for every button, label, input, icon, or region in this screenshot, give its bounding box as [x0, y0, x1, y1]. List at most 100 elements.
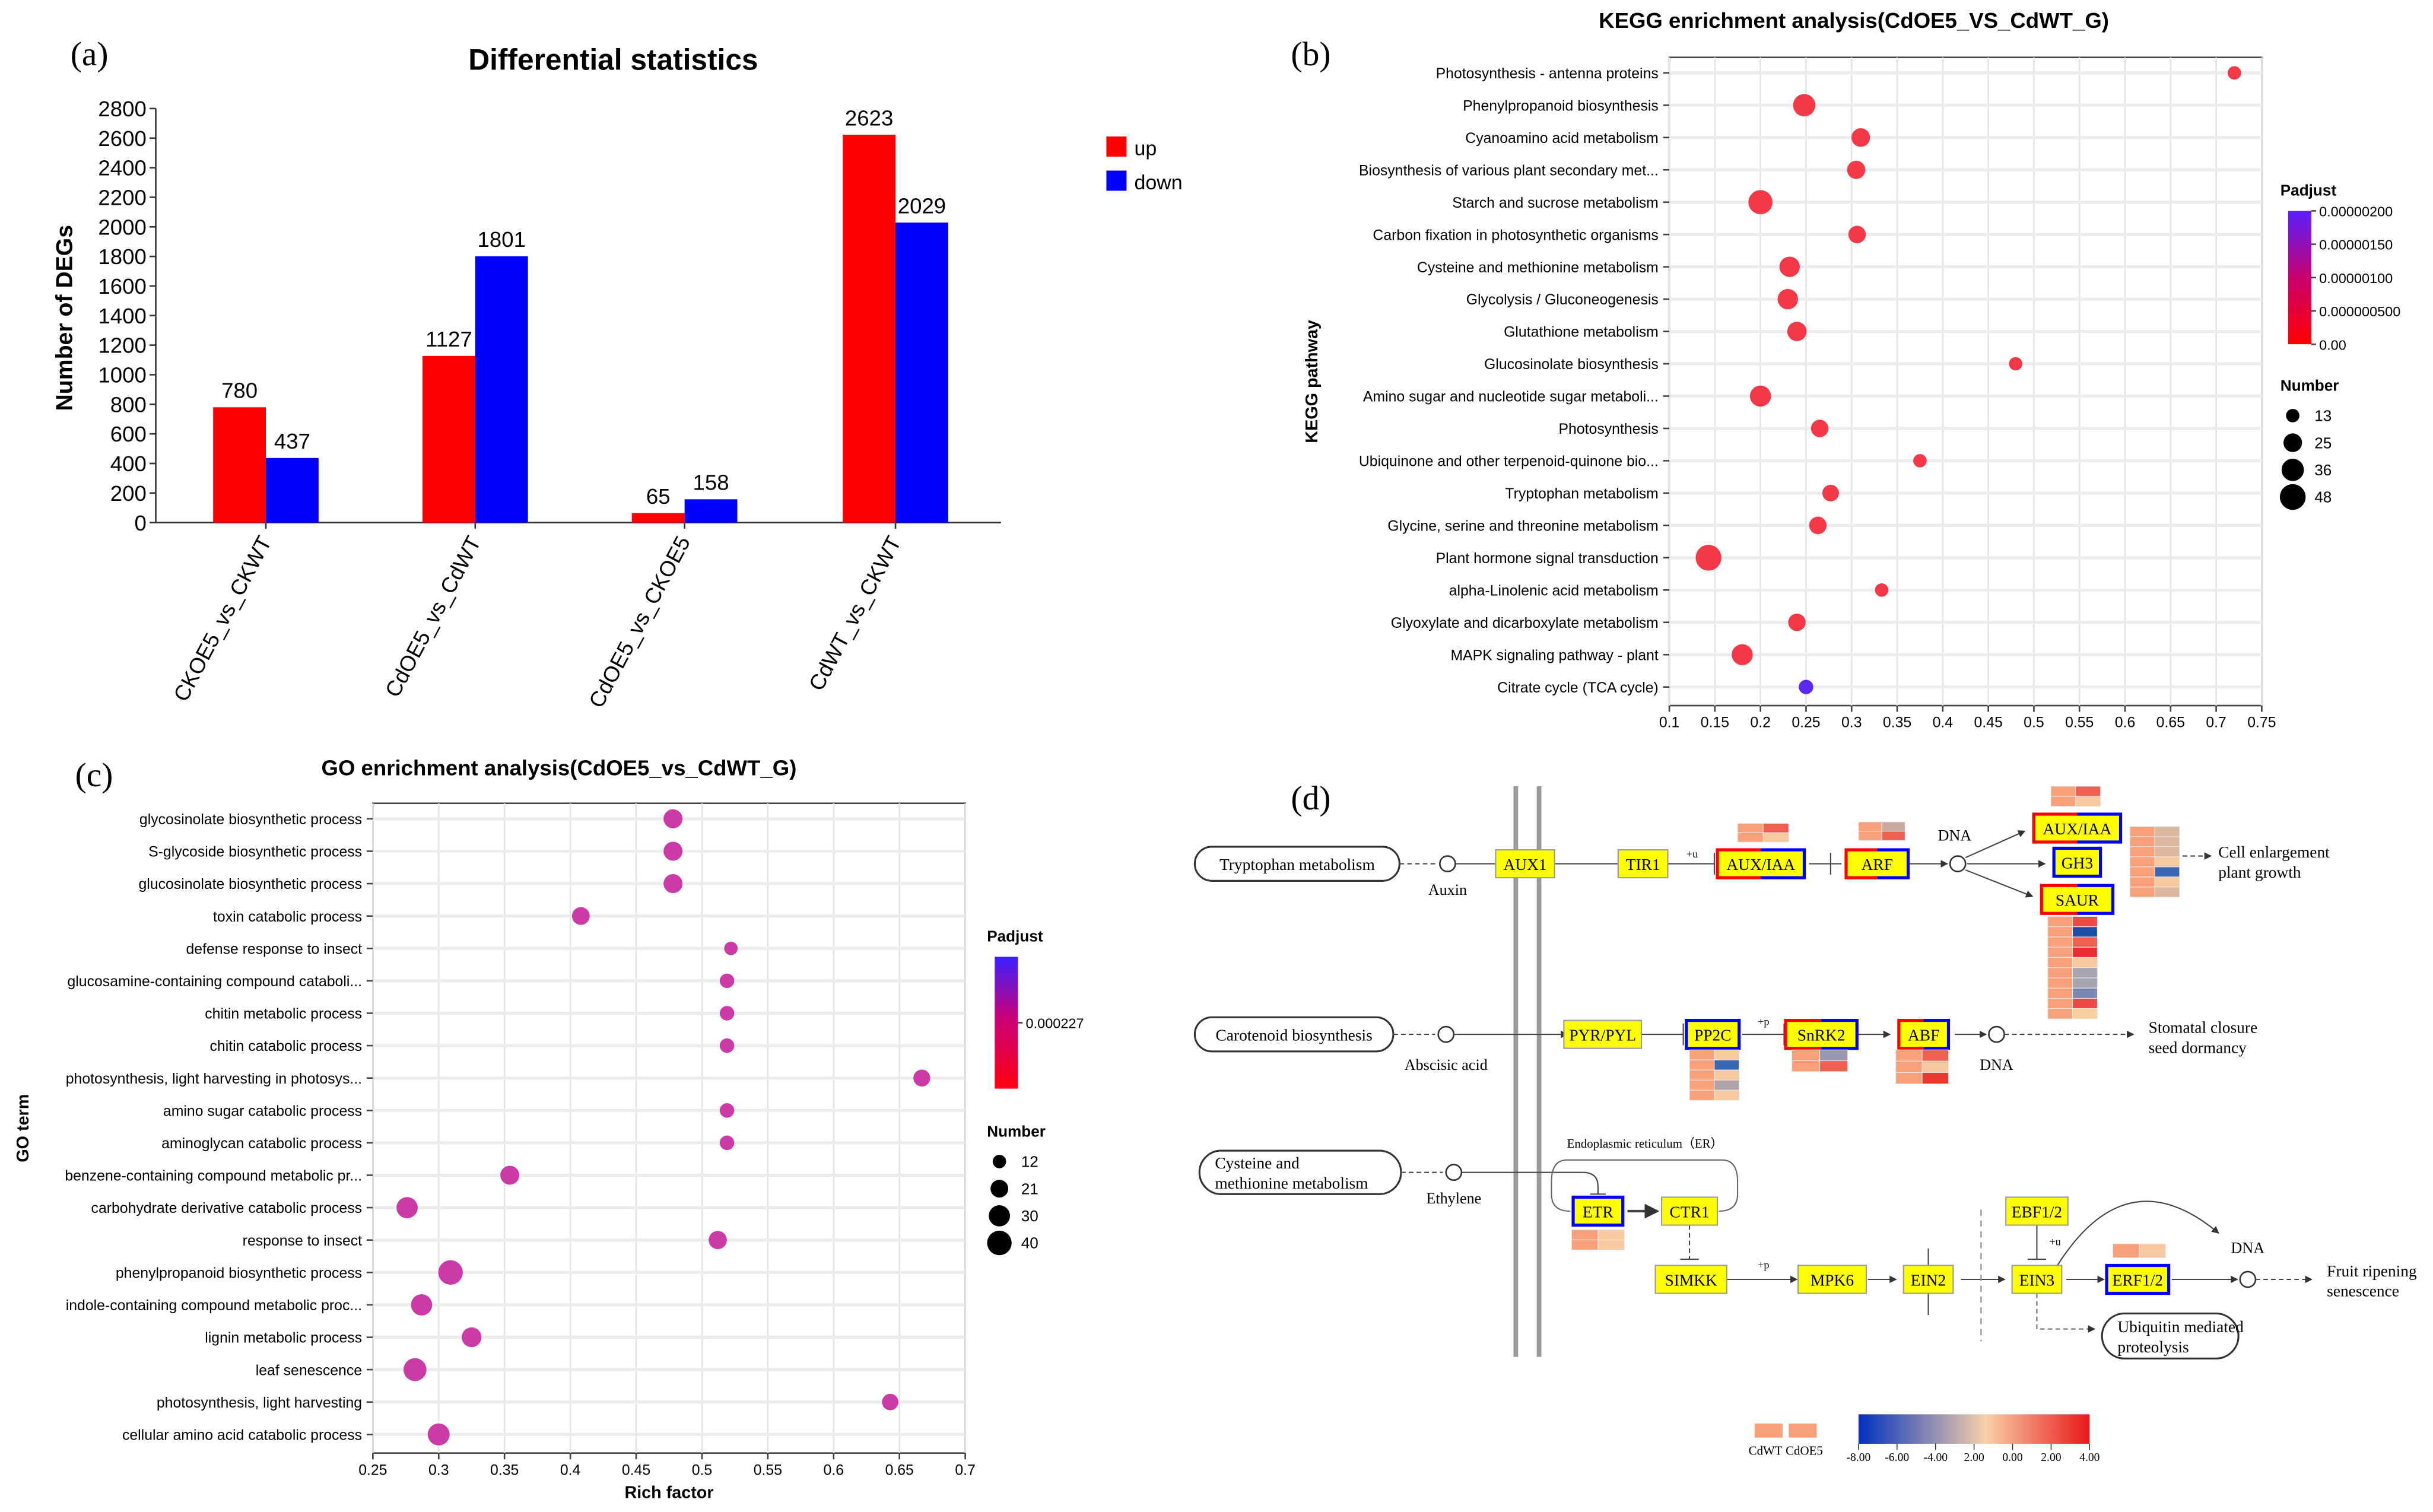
y-tick-label: Glutathione metabolism: [1504, 325, 1659, 341]
gene-node-gh3[interactable]: GH3: [2052, 846, 2102, 878]
mod-p: +p: [1758, 1015, 1769, 1027]
heatmap-cell: [1921, 1049, 1949, 1062]
y-tick-label: chitin metabolic process: [205, 1006, 362, 1022]
heatmap-cell: [2047, 967, 2073, 979]
gene-box: [1660, 1196, 1719, 1226]
x-tick-label: 0.45: [1974, 715, 2002, 731]
input-tryptophan-metabolism[interactable]: Tryptophan metabolism: [1193, 846, 1400, 882]
heatmap-saur: [2047, 916, 2098, 1019]
heatmap-cell: [1819, 1049, 1848, 1062]
gene-node-ein2[interactable]: EIN2: [1902, 1265, 1954, 1294]
gene-box: [2011, 1265, 2063, 1294]
gene-node-erf[interactable]: ERF1/2: [2105, 1263, 2171, 1295]
gene-node-ebf[interactable]: EBF1/2: [2005, 1196, 2069, 1226]
chart-title: Differential statistics: [468, 43, 758, 77]
data-point: [427, 1423, 450, 1446]
panel-label-a: (a): [71, 36, 109, 73]
gene-node-etr[interactable]: ETR: [1571, 1195, 1625, 1227]
compound-node: [1439, 855, 1456, 872]
y-tick-label: lignin metabolic process: [205, 1330, 362, 1346]
y-tick-label: 1000: [98, 363, 146, 387]
gene-node-aux_iaa[interactable]: AUX/IAA: [1716, 848, 1806, 879]
gene-box: [2005, 1196, 2069, 1226]
gene-node-abf[interactable]: ABF: [1897, 1018, 1951, 1050]
y-tick-label: glycosinolate biosynthetic process: [139, 812, 362, 828]
mod-p: +p: [1758, 1259, 1769, 1271]
gene-node-ctr1[interactable]: CTR1: [1660, 1196, 1719, 1226]
heatmap-cell: [2050, 786, 2076, 797]
gene-node-arf[interactable]: ARF: [1844, 848, 1910, 879]
gene-border-down: [1571, 1195, 1625, 1227]
x-tick-label: 0.6: [2115, 715, 2136, 731]
y-tick-label: 1800: [98, 244, 146, 269]
size-legend-title: Number: [2280, 377, 2339, 395]
pathway-edge: [1965, 869, 2034, 898]
heatmap-cell: [1895, 1072, 1923, 1084]
compound-node: [1988, 1025, 2005, 1043]
heatmap-cell: [2047, 936, 2073, 948]
heatmap-cell: [2072, 946, 2098, 958]
gene-node-simkk[interactable]: SIMKK: [1654, 1265, 1727, 1294]
gene-node-snrk2[interactable]: SnRK2: [1784, 1018, 1859, 1050]
compound-node: [1949, 855, 1967, 872]
data-point: [719, 1103, 735, 1118]
heatmap-cell: [2047, 957, 2073, 968]
x-tick-label: CdOE5_vs_CKOE5: [584, 532, 695, 712]
input-carotenoid-biosynthesis[interactable]: Carotenoid biosynthesis: [1193, 1016, 1395, 1053]
compound-node: [1437, 1025, 1455, 1043]
gene-node-mpk6[interactable]: MPK6: [1797, 1265, 1867, 1294]
y-tick-label: 400: [110, 452, 147, 476]
x-tick-label: 0.4: [1933, 715, 1954, 731]
y-tick-label: 0: [134, 511, 146, 535]
gene-node-ein3[interactable]: EIN3: [2011, 1265, 2063, 1294]
heatmap-cell: [2139, 1243, 2166, 1258]
data-point: [1779, 256, 1800, 277]
heatmap-cell: [1737, 832, 1764, 843]
y-tick-label: Plant hormone signal transduction: [1436, 551, 1659, 567]
gene-label: SIMKK: [1665, 1271, 1717, 1289]
heatmap-cell: [1571, 1229, 1599, 1240]
legend-scale-label: -8.00: [1847, 1451, 1871, 1464]
heatmap-cell: [2129, 866, 2155, 878]
y-tick-label: Photosynthesis: [1559, 421, 1659, 437]
chart-title: KEGG enrichment analysis(CdOE5_VS_CdWT_G…: [1599, 8, 2109, 33]
hormone-auxin: Auxin: [1428, 881, 1467, 898]
gene-border-up: [1897, 1018, 1924, 1050]
data-point: [438, 1260, 463, 1285]
gene-border-down: [1923, 1018, 1951, 1050]
ubiquitin-mediated-proteolysis-label: proteolysis: [2117, 1338, 2189, 1356]
legend-sample-label: CdWT: [1749, 1443, 1783, 1457]
gene-border-down: [1821, 1018, 1859, 1050]
heatmap-cell: [2129, 856, 2155, 868]
bar-up: [843, 135, 896, 523]
gene-node-tir1[interactable]: TIR1: [1617, 849, 1669, 879]
bar-down: [895, 223, 948, 523]
data-point: [1811, 420, 1829, 437]
panel-label-b: (b): [1291, 36, 1330, 73]
y-tick-label: alpha-Linolenic acid metabolism: [1449, 583, 1659, 599]
y-tick-label: response to insect: [243, 1233, 362, 1249]
gene-node-saur[interactable]: SAUR: [2040, 884, 2115, 915]
gene-node-pp2c[interactable]: PP2C: [1685, 1018, 1741, 1050]
size-legend-label: 30: [1021, 1207, 1038, 1225]
gene-node-aux1[interactable]: AUX1: [1495, 849, 1555, 879]
er-boundary: [1551, 1159, 1739, 1212]
size-legend-dot: [2286, 409, 2299, 423]
gene-node-aux_iaa2[interactable]: AUX/IAA: [2032, 812, 2123, 844]
y-tick-label: aminoglycan catabolic process: [161, 1136, 362, 1152]
outcome-senescence: senescence: [2327, 1282, 2399, 1300]
heatmap-aux_iaa: [1737, 823, 1789, 843]
heatmap-cell: [1689, 1079, 1715, 1091]
gene-node-pyr[interactable]: PYR/PYL: [1563, 1019, 1643, 1049]
size-legend-label: 48: [2314, 488, 2332, 506]
input-cysteine-methionine-metabolism[interactable]: Cysteine and methionine metabolism: [1198, 1149, 1402, 1195]
gene-border-down: [2105, 1263, 2171, 1295]
ubiquitin-mediated-proteolysis[interactable]: Ubiquitin mediated proteolysis: [2101, 1312, 2244, 1359]
x-tick-label: 0.5: [2024, 715, 2044, 731]
heatmap-cell: [1881, 821, 1905, 832]
gene-border-down: [1685, 1018, 1741, 1050]
y-tick-label: 200: [110, 481, 147, 506]
y-tick-label: Glucosinolate biosynthesis: [1484, 357, 1659, 373]
gene-box: [1902, 1265, 1954, 1294]
bar-value-label: 437: [274, 429, 310, 453]
